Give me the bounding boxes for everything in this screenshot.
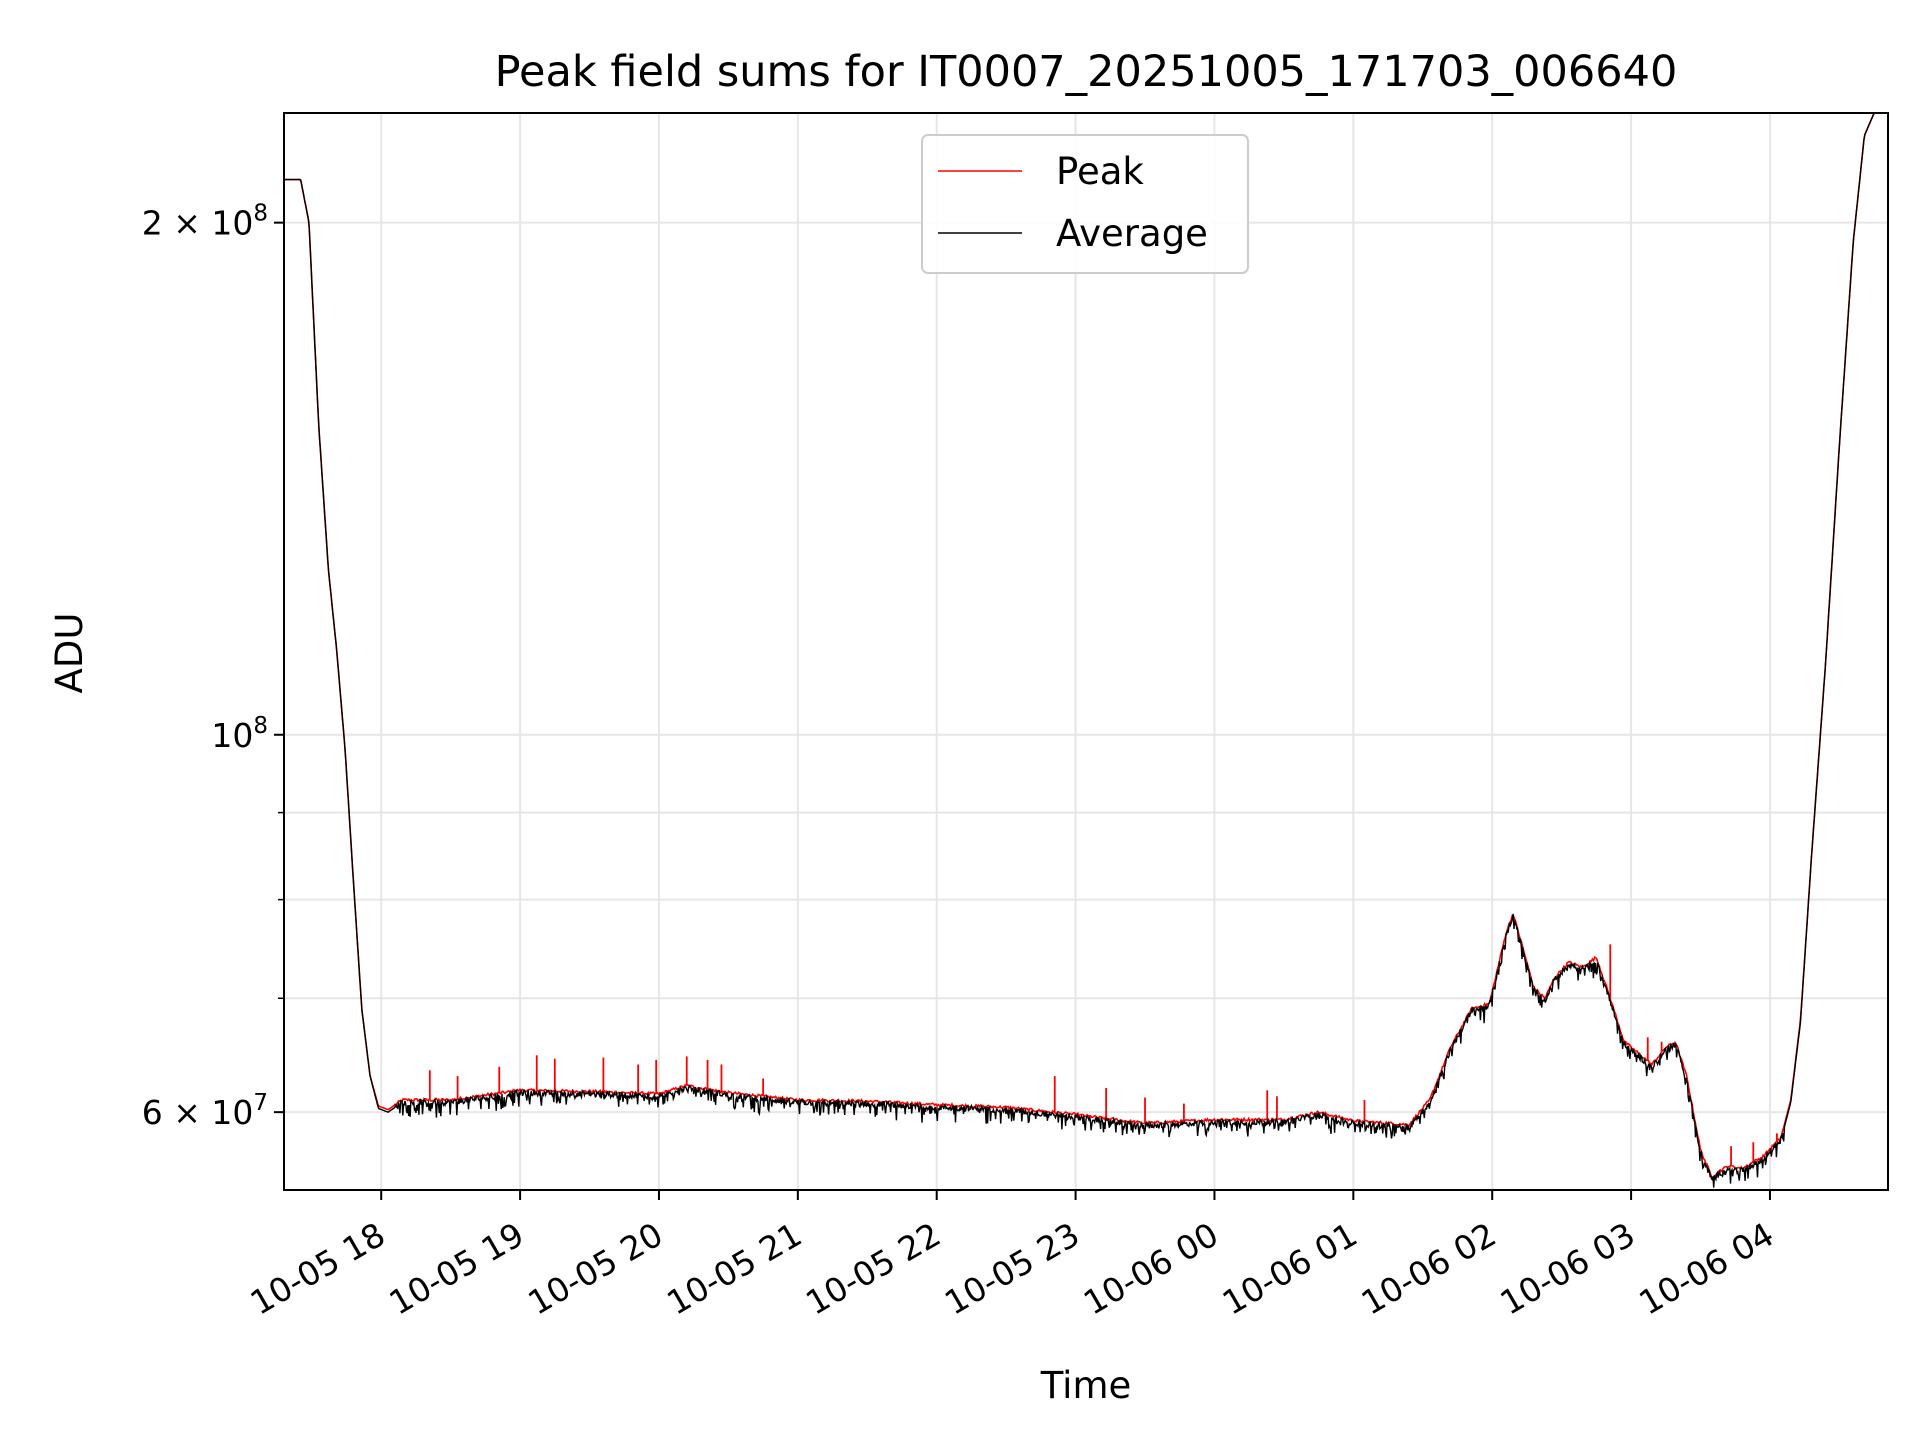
y-axis-label: ADU xyxy=(48,613,91,694)
legend-peak-label: Peak xyxy=(1056,150,1144,193)
y-tick-label: 6 × 107 xyxy=(142,1090,268,1132)
legend-average-label: Average xyxy=(1056,212,1208,255)
chart-title: Peak field sums for IT0007_20251005_1717… xyxy=(495,47,1678,97)
axes-frame xyxy=(283,112,1889,1191)
legend: Peak Average xyxy=(921,134,1249,274)
y-tick-label: 2 × 108 xyxy=(142,201,268,243)
series-average-line xyxy=(284,112,1888,1188)
legend-box xyxy=(921,134,1249,274)
plot-lines xyxy=(284,112,1888,1188)
x-axis-label: Time xyxy=(1040,1364,1132,1407)
y-tick-label: 108 xyxy=(211,713,268,755)
